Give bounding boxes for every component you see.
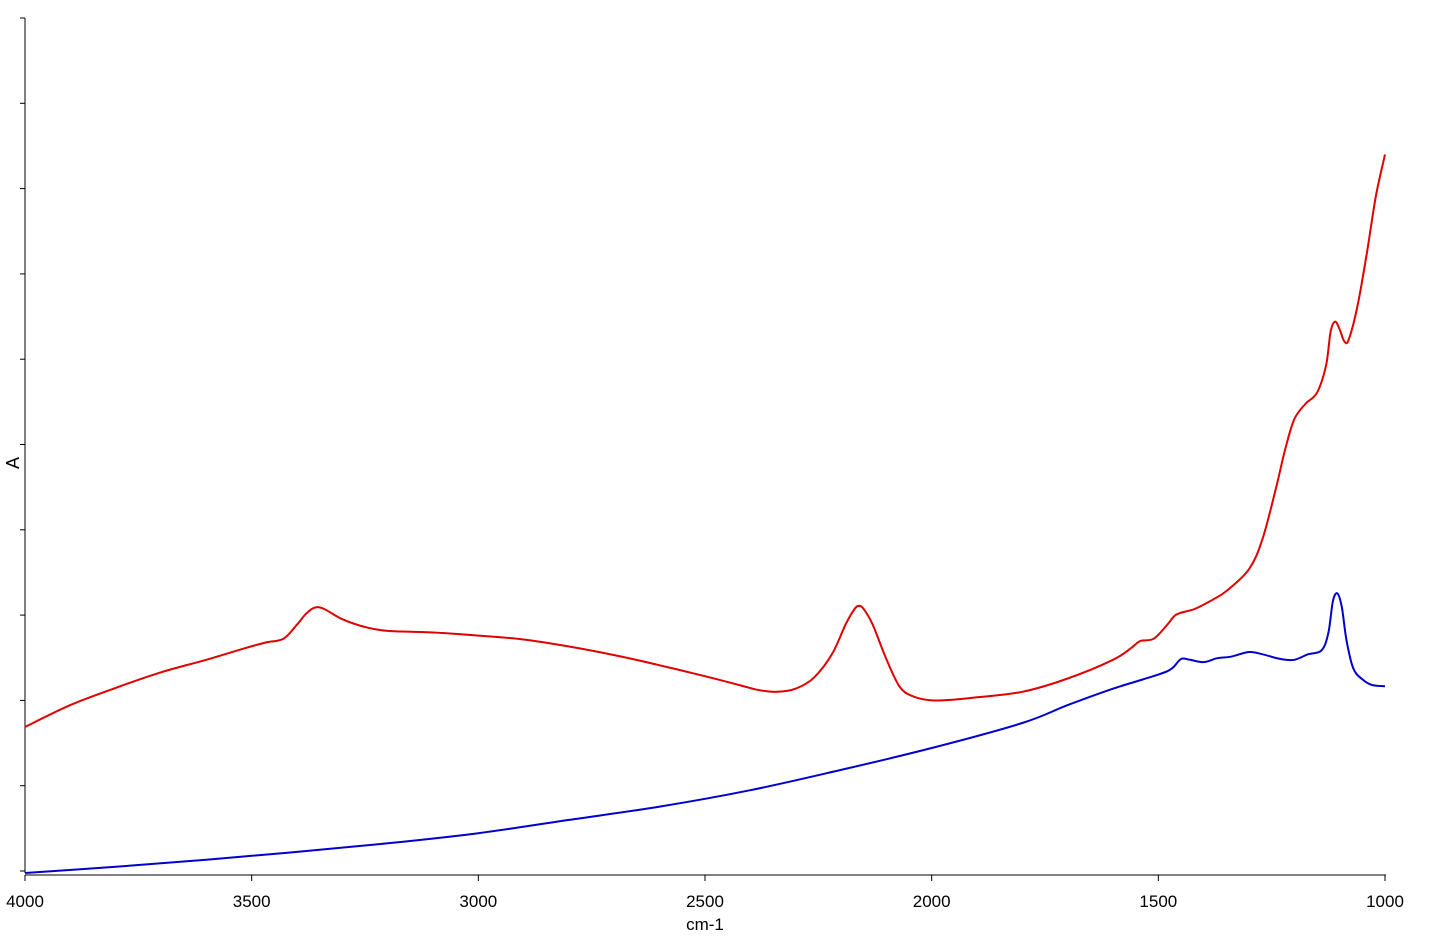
x-tick-label: 4000 bbox=[6, 892, 44, 911]
x-tick-label: 3500 bbox=[233, 892, 271, 911]
x-tick-label: 3000 bbox=[459, 892, 497, 911]
x-tick-label: 2500 bbox=[686, 892, 724, 911]
x-axis-label: cm-1 bbox=[686, 915, 724, 933]
y-axis-label: A bbox=[3, 457, 23, 469]
x-tick-label: 1000 bbox=[1366, 892, 1404, 911]
x-tick-label: 2000 bbox=[913, 892, 951, 911]
x-tick-label: 1500 bbox=[1139, 892, 1177, 911]
series-line-2 bbox=[24, 592, 1386, 874]
series-line-1 bbox=[24, 154, 1386, 728]
